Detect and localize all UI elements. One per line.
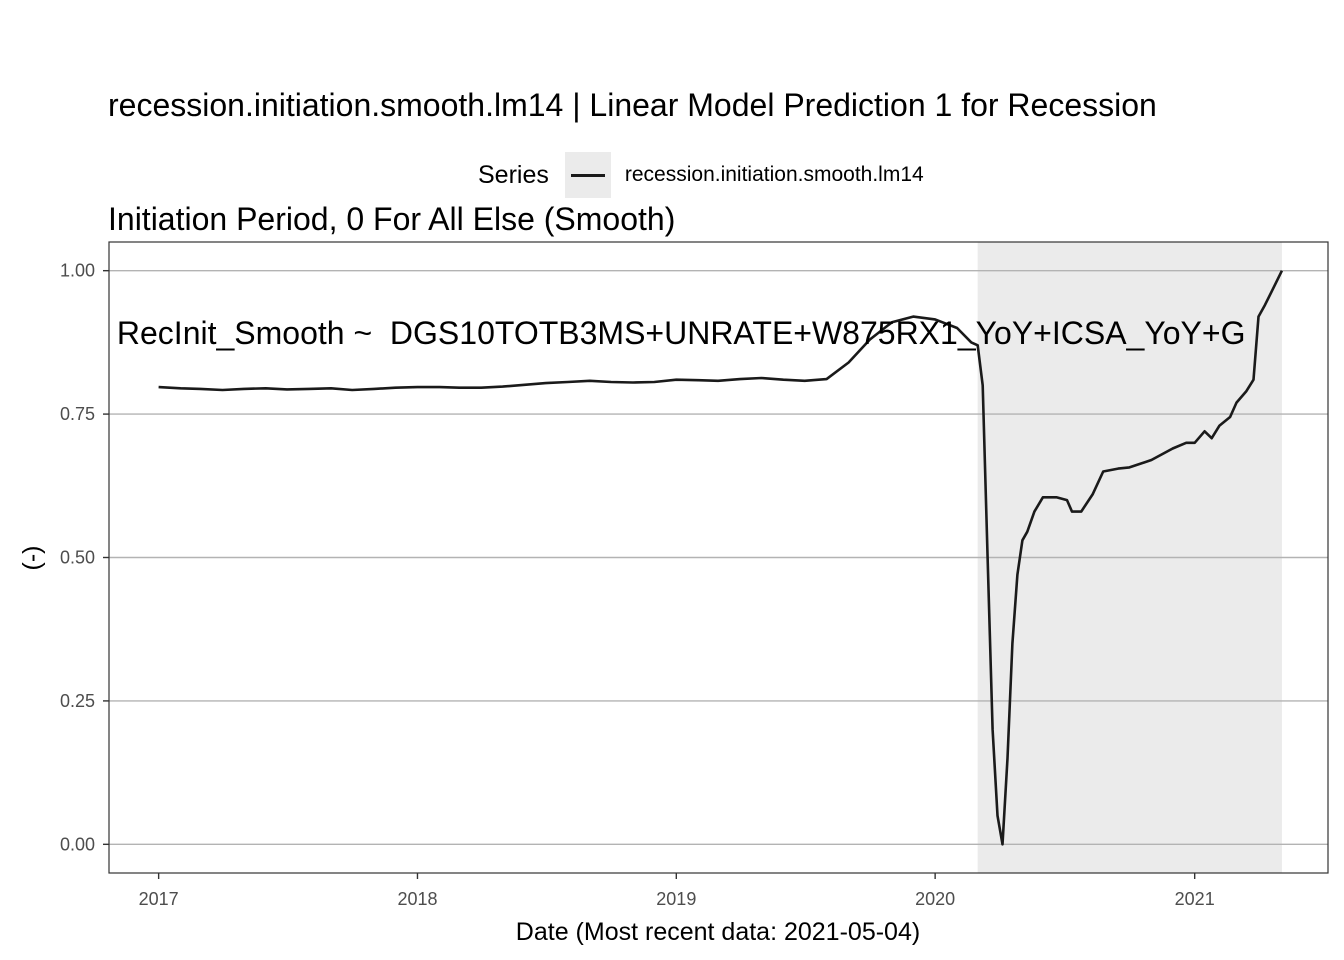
x-tick-label: 2020	[915, 889, 955, 909]
title-line-3: RecInit_Smooth ~ DGS10TOTB3MS+UNRATE+W87…	[108, 315, 1246, 351]
x-tick-label: 2017	[139, 889, 179, 909]
panel-border	[108, 241, 1329, 874]
x-tick-label: 2018	[397, 889, 437, 909]
series-lines	[158, 270, 1284, 846]
x-axis-title: Date (Most recent data: 2021-05-04)	[516, 918, 920, 946]
legend-label: recession.initiation.smooth.lm14	[624, 163, 924, 186]
legend: Series recession.initiation.smooth.lm14	[478, 152, 924, 198]
y-tick-label: 0.75	[60, 404, 95, 424]
legend-key-line	[570, 174, 605, 177]
y-tick-label: 1.00	[60, 261, 95, 281]
title-line-2: Initiation Period, 0 For All Else (Smoot…	[108, 201, 676, 237]
x-tick-label: 2019	[656, 889, 696, 909]
x-axis: 2017 2018 2019 2020 2021	[139, 873, 1215, 909]
gridlines	[109, 269, 1328, 846]
title-line-1: recession.initiation.smooth.lm14 | Linea…	[108, 87, 1157, 123]
legend-key	[564, 152, 611, 198]
y-tick-label: 0.50	[60, 548, 95, 568]
chart-title: recession.initiation.smooth.lm14 | Linea…	[108, 10, 1344, 390]
series-line	[158, 270, 1284, 846]
y-tick-label: 0.25	[60, 691, 95, 711]
y-axis: 0.00 0.25 0.50 0.75 1.00	[60, 261, 109, 854]
y-tick-label: 0.00	[60, 834, 95, 854]
y-axis-title: (-)	[18, 546, 46, 571]
x-tick-label: 2021	[1175, 889, 1215, 909]
legend-title: Series	[478, 160, 549, 189]
